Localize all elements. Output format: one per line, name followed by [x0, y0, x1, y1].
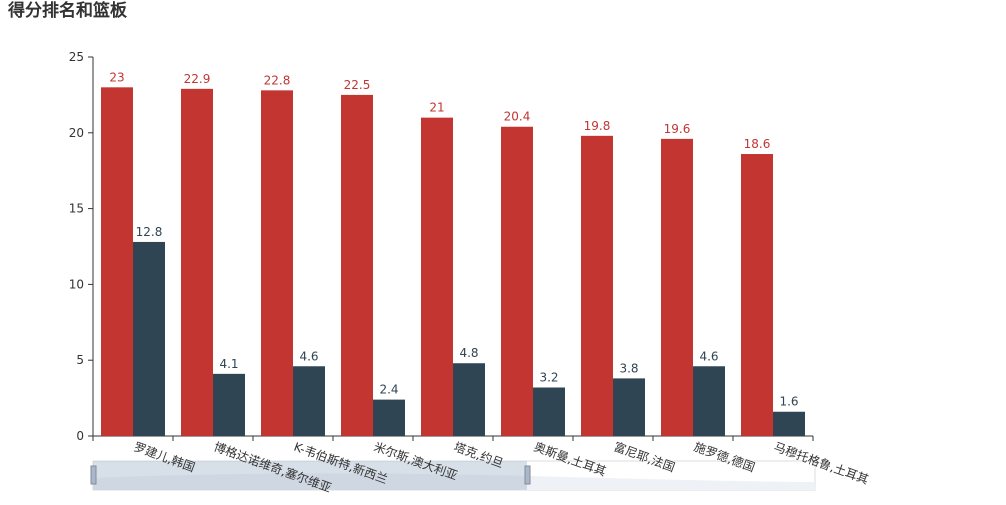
- y-tick-label: 15: [69, 202, 84, 216]
- chart-title: 得分排名和篮板: [7, 0, 128, 21]
- value-label: 12.8: [136, 225, 163, 239]
- y-tick-label: 0: [76, 429, 84, 443]
- bar: [613, 378, 645, 436]
- bar: [533, 387, 565, 436]
- x-tick-label: 奥斯曼,土耳其: [532, 440, 608, 479]
- bar: [741, 154, 773, 437]
- value-label: 3.2: [539, 370, 558, 384]
- bar: [181, 88, 213, 436]
- bar: [693, 366, 725, 436]
- value-label: 18.6: [744, 137, 771, 151]
- value-label: 1.6: [779, 395, 798, 409]
- value-label: 4.6: [299, 349, 318, 363]
- x-tick-label: 施罗德,德国: [692, 439, 757, 475]
- bar: [581, 135, 613, 436]
- bar: [261, 90, 293, 437]
- value-label: 21: [429, 101, 444, 115]
- zoom-handle[interactable]: [524, 465, 531, 485]
- bar: [373, 399, 405, 436]
- value-label: 22.8: [264, 73, 291, 87]
- value-label: 2.4: [379, 383, 398, 397]
- data-zoom[interactable]: [90, 460, 816, 491]
- value-label: 4.1: [219, 357, 238, 371]
- value-label: 23: [109, 70, 124, 84]
- y-tick-label: 20: [69, 126, 84, 140]
- bar: [421, 117, 453, 436]
- value-label: 19.6: [664, 122, 691, 136]
- value-label: 4.6: [699, 349, 718, 363]
- bar: [661, 138, 693, 436]
- zoom-handle[interactable]: [90, 465, 97, 485]
- value-label: 3.8: [619, 361, 638, 375]
- bar: [293, 366, 325, 436]
- y-tick-label: 25: [69, 50, 84, 64]
- zoom-window[interactable]: [93, 461, 527, 490]
- bar: [773, 411, 805, 436]
- bar: [501, 126, 533, 437]
- bar: [341, 94, 373, 437]
- value-label: 4.8: [459, 346, 478, 360]
- y-tick-label: 5: [76, 353, 84, 367]
- bar: [101, 87, 133, 436]
- value-label: 20.4: [504, 110, 531, 124]
- bar: [133, 241, 165, 436]
- zoom-shadow: [93, 473, 815, 490]
- x-tick-label: 富尼耶,法国: [612, 439, 677, 475]
- value-label: 22.9: [184, 72, 211, 86]
- value-label: 22.5: [344, 78, 371, 92]
- bar: [213, 373, 245, 436]
- x-tick-label: 马穆托格鲁,土耳其: [772, 439, 871, 487]
- bar: [453, 363, 485, 436]
- value-label: 19.8: [584, 119, 611, 133]
- y-tick-label: 10: [69, 277, 84, 291]
